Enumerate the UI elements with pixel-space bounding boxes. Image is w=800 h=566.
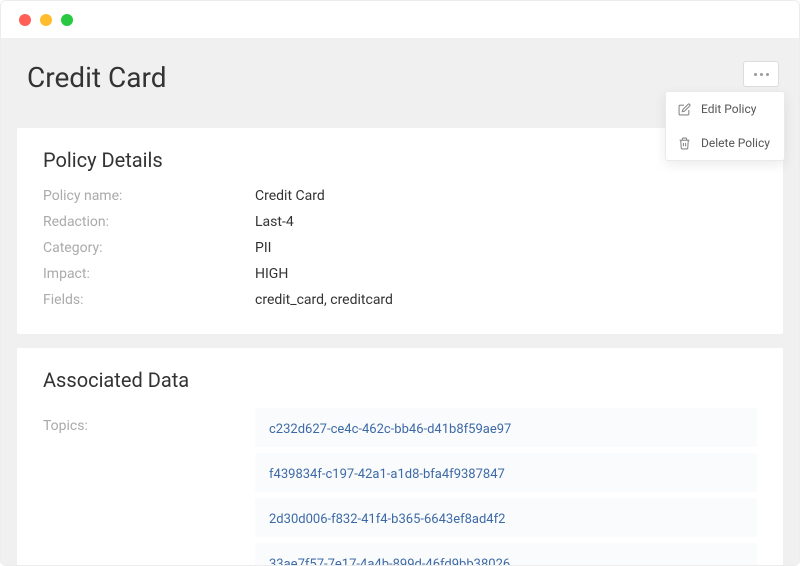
actions-dropdown: Edit Policy Delete Policy — [665, 91, 785, 161]
window-titlebar — [1, 1, 799, 39]
trash-icon — [678, 137, 691, 150]
detail-value: Credit Card — [255, 188, 325, 204]
detail-value: credit_card, creditcard — [255, 292, 393, 308]
detail-value: Last-4 — [255, 214, 294, 230]
associated-data-card: Associated Data Topics: c232d627-ce4c-46… — [17, 348, 783, 566]
detail-row: Policy name:Credit Card — [43, 188, 757, 204]
detail-row: Category:PII — [43, 240, 757, 256]
detail-label: Fields: — [43, 292, 255, 308]
edit-policy-label: Edit Policy — [701, 102, 756, 116]
delete-policy-label: Delete Policy — [701, 136, 770, 150]
detail-label: Impact: — [43, 266, 255, 282]
topics-list: c232d627-ce4c-462c-bb46-d41b8f59ae97 f439… — [255, 408, 757, 566]
detail-label: Policy name: — [43, 188, 255, 204]
detail-row: Redaction:Last-4 — [43, 214, 757, 230]
traffic-light-minimize[interactable] — [40, 14, 52, 26]
edit-policy-menu-item[interactable]: Edit Policy — [666, 92, 784, 126]
edit-icon — [678, 103, 691, 116]
associated-data-heading: Associated Data — [43, 368, 757, 392]
more-actions-button[interactable] — [743, 61, 779, 87]
topics-label: Topics: — [43, 408, 255, 434]
topic-item: c232d627-ce4c-462c-bb46-d41b8f59ae97 — [255, 408, 757, 447]
topic-link[interactable]: c232d627-ce4c-462c-bb46-d41b8f59ae97 — [269, 422, 511, 437]
topic-link[interactable]: 2d30d006-f832-41f4-b365-6643ef8ad4f2 — [269, 512, 505, 527]
topic-link[interactable]: 33ae7f57-7e17-4a4b-899d-46fd9bb38026 — [269, 557, 510, 566]
policy-details-heading: Policy Details — [43, 148, 757, 172]
topic-item: f439834f-c197-42a1-a1d8-bfa4f9387847 — [255, 453, 757, 492]
app-window: Credit Card Edit Policy — [0, 0, 800, 566]
detail-row: Impact:HIGH — [43, 266, 757, 282]
page-header: Credit Card Edit Policy — [1, 39, 799, 128]
detail-row: Fields:credit_card, creditcard — [43, 292, 757, 308]
ellipsis-icon — [754, 73, 757, 76]
delete-policy-menu-item[interactable]: Delete Policy — [666, 126, 784, 160]
content-area: Policy Details Policy name:Credit CardRe… — [1, 128, 799, 566]
topic-link[interactable]: f439834f-c197-42a1-a1d8-bfa4f9387847 — [269, 467, 505, 482]
detail-label: Redaction: — [43, 214, 255, 230]
topic-item: 33ae7f57-7e17-4a4b-899d-46fd9bb38026 — [255, 543, 757, 566]
traffic-light-zoom[interactable] — [61, 14, 73, 26]
topic-item: 2d30d006-f832-41f4-b365-6643ef8ad4f2 — [255, 498, 757, 537]
detail-value: PII — [255, 240, 271, 256]
page-title: Credit Card — [27, 61, 773, 94]
detail-label: Category: — [43, 240, 255, 256]
traffic-light-close[interactable] — [19, 14, 31, 26]
detail-value: HIGH — [255, 266, 288, 282]
